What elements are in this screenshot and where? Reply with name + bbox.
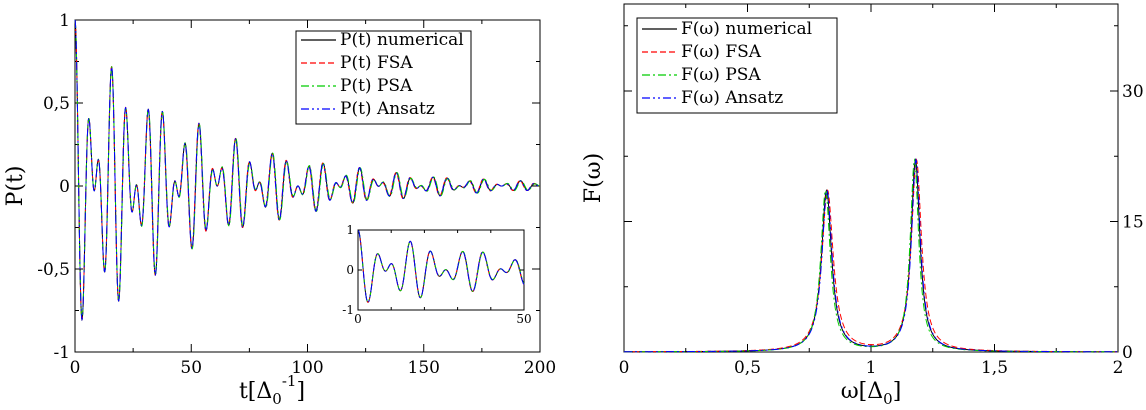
left-legend-label-0: P(t) numerical (340, 30, 464, 50)
right-x-axis-label: ω[Δ0] (841, 379, 902, 408)
left-legend-label-3: P(t) Ansatz (340, 99, 435, 119)
left-x-axis-label-main: t[Δ (239, 379, 272, 404)
left-x-tick-label: 150 (408, 358, 440, 378)
left-y-tick-label: -1 (53, 343, 70, 363)
inset-y-tick-label: 0 (346, 263, 354, 277)
inset-series-group (357, 229, 525, 303)
right-y-axis-label: F(ω) (581, 153, 606, 203)
inset-y-tick-label: -1 (342, 303, 354, 317)
left-x-tick-label: 50 (180, 358, 202, 378)
left-series-line-3 (74, 19, 540, 322)
left-legend: P(t) numerical P(t) FSA P(t) PSA P(t) Ansat… (295, 30, 472, 125)
right-legend: F(ω) numerical F(ω) FSA F(ω) PSA F(ω) Ansat… (636, 17, 838, 114)
right-x-tick-label: 0,5 (734, 358, 761, 378)
left-legend-label-1: P(t) FSA (340, 53, 413, 73)
inset-ticks: 0 50-101 (342, 223, 531, 326)
left-x-axis-label-close: ] (296, 379, 305, 404)
right-x-axis-label-close: ] (893, 379, 902, 404)
left-y-axis-label: P(t) (3, 166, 28, 207)
left-inset: 0 50-101 (342, 223, 531, 326)
right-series-line-3 (624, 158, 1118, 353)
right-legend-label-0: F(ω) numerical (681, 19, 812, 39)
left-x-tick-label: 200 (524, 358, 556, 378)
right-y-tick-label: 0 (1122, 343, 1133, 363)
right-y-tick-label: 15 (1122, 213, 1144, 233)
inset-series-line-3 (357, 229, 525, 303)
left-y-tick-label: 0 (59, 177, 70, 197)
right-legend-label-2: F(ω) PSA (681, 65, 761, 85)
right-x-axis-label-main: ω[Δ (841, 379, 883, 404)
left-y-tick-label: -0,5 (37, 260, 70, 280)
left-x-axis-label: t[Δ0-1] (239, 372, 305, 408)
right-x-axis-label-sub: 0 (883, 390, 893, 408)
right-x-tick-label: 1 (866, 358, 877, 378)
left-legend-label-2: P(t) PSA (340, 76, 413, 96)
right-y-tick-label: 30 (1122, 82, 1144, 102)
left-axis-ticks: 0 50 100 150 200-1-0,500,51 (37, 11, 556, 378)
right-x-tick-label: 2 (1113, 358, 1124, 378)
right-series-group (624, 158, 1118, 353)
inset-y-tick-label: 1 (346, 223, 354, 237)
left-chart-panel: 0 50 100 150 200-1-0,500,51 P(t) t[Δ0-1] P(t… (3, 11, 556, 408)
left-inset-frame (357, 229, 525, 311)
left-x-tick-label: 100 (291, 358, 323, 378)
right-x-tick-label: 1,5 (981, 358, 1008, 378)
right-legend-box (636, 17, 838, 114)
left-x-axis-label-sup: -1 (282, 372, 297, 390)
inset-x-tick-label: 0 (354, 312, 362, 326)
right-series-line-1 (624, 158, 1118, 353)
inset-x-tick-label: 50 (516, 312, 531, 326)
right-series-line-0 (624, 158, 1118, 353)
left-series-group (74, 19, 541, 322)
right-legend-label-3: F(ω) Ansatz (681, 88, 783, 108)
left-y-tick-label: 1 (59, 11, 70, 31)
left-x-axis-label-sub: 0 (272, 390, 282, 408)
right-legend-label-1: F(ω) FSA (681, 42, 762, 62)
left-y-tick-label: 0,5 (43, 94, 70, 114)
right-x-tick-label: 0 (619, 358, 630, 378)
right-series-line-2 (624, 158, 1118, 353)
left-x-tick-label: 0 (70, 358, 81, 378)
